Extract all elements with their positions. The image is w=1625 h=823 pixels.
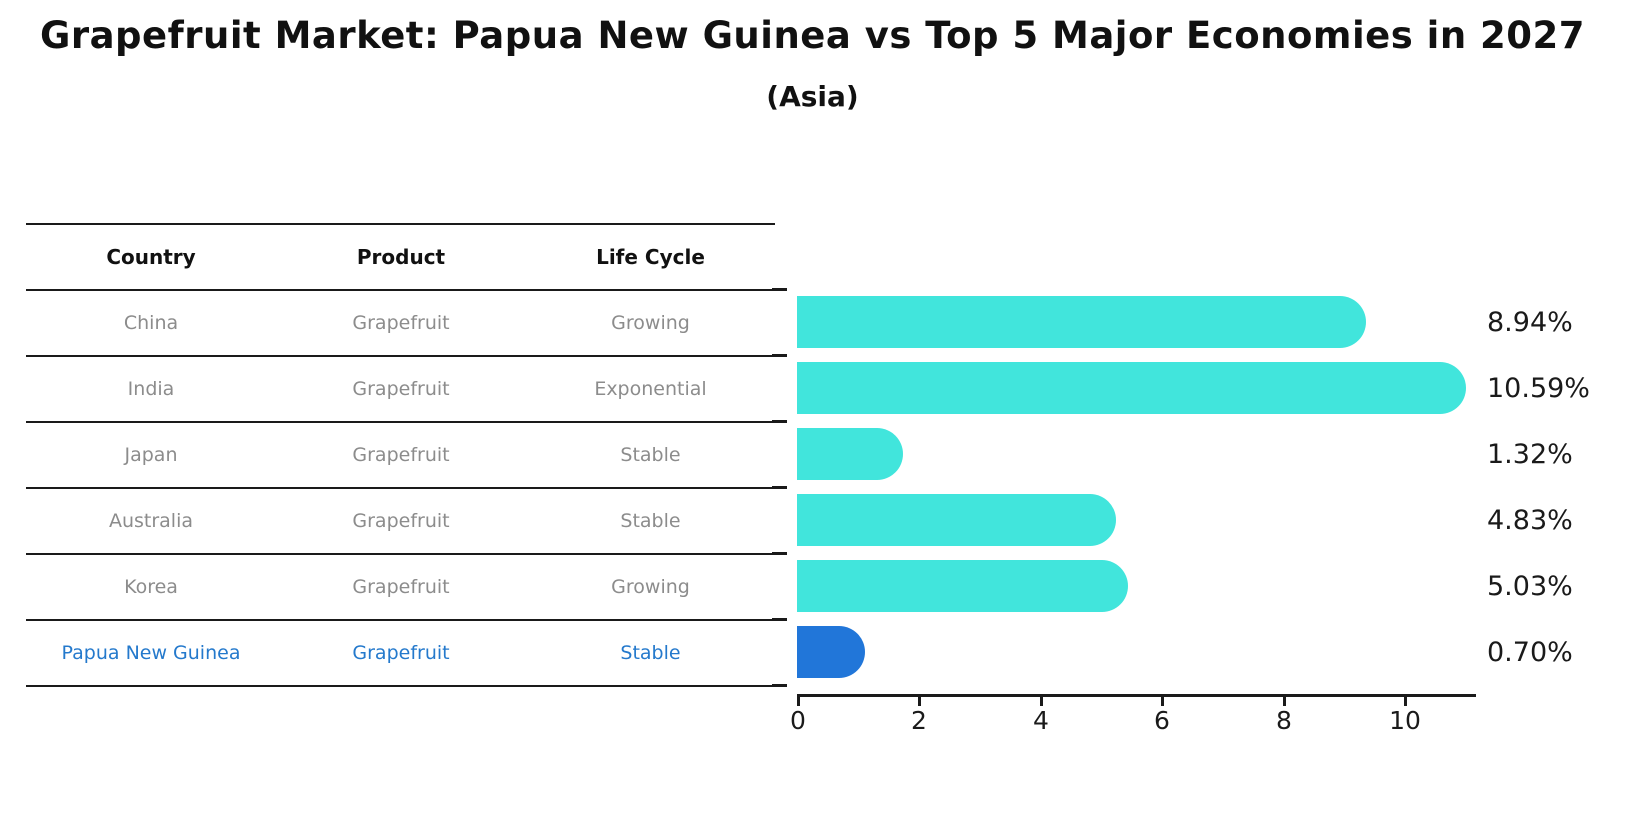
cell-country: Australia — [108, 510, 194, 532]
bar-china — [797, 296, 1366, 348]
cell-product: Grapefruit — [352, 510, 450, 532]
cell-life-cycle: Exponential — [594, 378, 707, 400]
x-tick-label-8: 8 — [1276, 706, 1292, 735]
value-label-china: 8.94% — [1487, 307, 1573, 338]
cell-life-cycle: Growing — [611, 312, 690, 334]
bar-papua-new-guinea — [797, 626, 866, 678]
cell-life-cycle: Stable — [620, 444, 681, 466]
value-label-korea: 5.03% — [1487, 571, 1573, 602]
country-table: Country Product Life Cycle China Grapefr… — [26, 223, 775, 687]
x-tick-label-6: 6 — [1154, 706, 1170, 735]
cell-product: Grapefruit — [352, 642, 450, 664]
bar-australia — [797, 494, 1117, 546]
cell-product: Grapefruit — [352, 576, 450, 598]
x-axis-tick — [1161, 697, 1164, 706]
x-tick-label-4: 4 — [1033, 706, 1049, 735]
y-axis-tick — [772, 618, 787, 621]
cell-country: India — [127, 378, 175, 400]
x-tick-label-10: 10 — [1389, 706, 1421, 735]
bar-japan — [797, 428, 904, 480]
y-axis-tick — [772, 486, 787, 489]
table-row-papua-new-guinea: Papua New Guinea Grapefruit Stable — [26, 621, 775, 687]
cell-product: Grapefruit — [352, 312, 450, 334]
bar-korea — [797, 560, 1129, 612]
x-axis-tick — [1040, 697, 1043, 706]
cell-life-cycle: Stable — [620, 510, 681, 532]
table-row-australia: Australia Grapefruit Stable — [26, 489, 775, 555]
y-axis-tick — [772, 354, 787, 357]
x-tick-label-2: 2 — [911, 706, 927, 735]
cell-product: Grapefruit — [352, 444, 450, 466]
x-tick-label-0: 0 — [790, 706, 806, 735]
table-row-india: India Grapefruit Exponential — [26, 357, 775, 423]
cell-country: Japan — [124, 444, 178, 466]
value-label-papua-new-guinea: 0.70% — [1487, 637, 1573, 668]
y-axis-tick — [772, 552, 787, 555]
cell-country: China — [123, 312, 179, 334]
cell-country: Papua New Guinea — [61, 642, 241, 664]
bar-india — [797, 362, 1466, 414]
column-header-life-cycle: Life Cycle — [596, 245, 705, 269]
cell-country: Korea — [124, 576, 178, 598]
cell-life-cycle: Stable — [620, 642, 681, 664]
table-row-china: China Grapefruit Growing — [26, 291, 775, 357]
value-label-india: 10.59% — [1487, 373, 1590, 404]
value-label-japan: 1.32% — [1487, 439, 1573, 470]
page-title: Grapefruit Market: Papua New Guinea vs T… — [39, 14, 1586, 57]
y-axis-tick — [772, 684, 787, 687]
value-label-australia: 4.83% — [1487, 505, 1573, 536]
y-axis-tick — [772, 288, 787, 291]
table-header-row: Country Product Life Cycle — [26, 225, 775, 291]
x-axis-tick — [797, 697, 800, 706]
cell-product: Grapefruit — [352, 378, 450, 400]
x-axis-tick — [1404, 697, 1407, 706]
cell-life-cycle: Growing — [611, 576, 690, 598]
table-row-korea: Korea Grapefruit Growing — [26, 555, 775, 621]
column-header-country: Country — [106, 245, 196, 269]
table-row-japan: Japan Grapefruit Stable — [26, 423, 775, 489]
page-subtitle: (Asia) — [766, 80, 859, 113]
column-header-product: Product — [356, 245, 446, 269]
x-axis-line — [797, 694, 1476, 697]
x-axis-tick — [1283, 697, 1286, 706]
x-axis-tick — [918, 697, 921, 706]
y-axis-tick — [772, 420, 787, 423]
